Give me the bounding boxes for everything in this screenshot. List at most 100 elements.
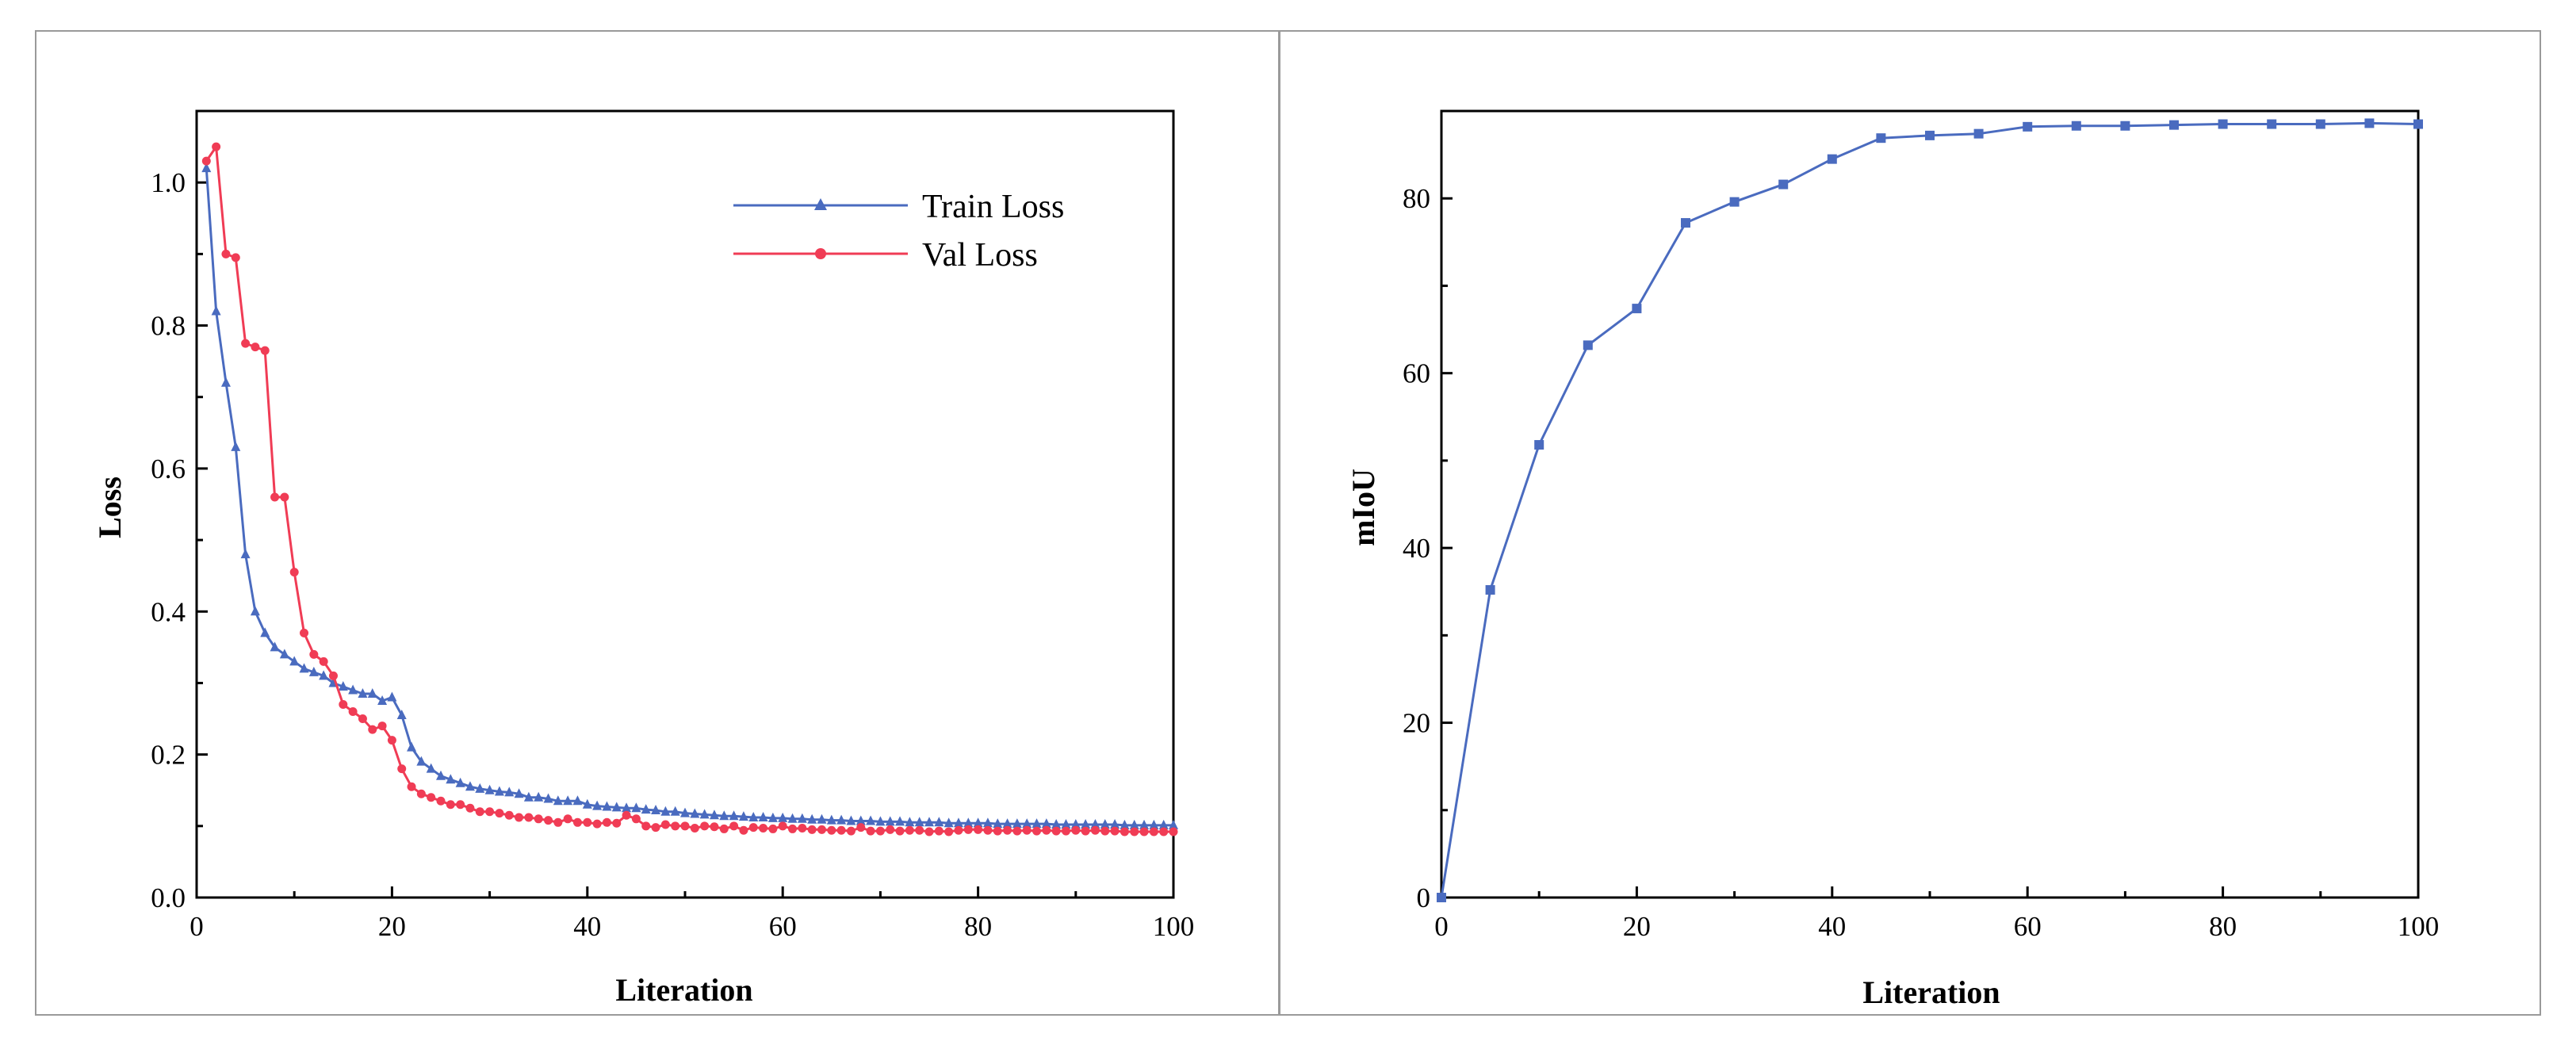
loss-chart-val-loss-point (983, 825, 993, 835)
loss-chart-train-loss-point (905, 817, 915, 827)
loss-chart-train-loss-point (953, 817, 963, 828)
loss-chart-train-loss-point (1090, 819, 1100, 829)
loss-chart-val-loss-point (915, 825, 924, 835)
loss-chart-train-loss-point (651, 804, 661, 814)
loss-chart-train-loss-point (514, 788, 524, 798)
legend-train-loss-marker (814, 198, 827, 210)
loss-chart-train-loss-point (338, 680, 348, 691)
loss-chart-train-loss-point (836, 814, 847, 825)
loss-chart-train-loss-point (387, 691, 397, 702)
loss-chart-ytick-label: 0.0 (151, 882, 186, 913)
loss-chart-train-loss-point (963, 817, 974, 828)
loss-chart-val-loss-point (748, 823, 758, 833)
loss-chart-train-loss-point (504, 787, 515, 797)
miou-chart-miou-point (2315, 119, 2325, 129)
loss-chart-val-loss-point (1051, 826, 1061, 836)
loss-chart-val-loss-point (739, 825, 748, 835)
miou-chart-xlabel: Literation (1862, 974, 2000, 1010)
loss-chart-train-loss-point (622, 802, 632, 813)
loss-chart-val-loss-point (944, 827, 954, 836)
miou-chart-miou-point (1632, 304, 1642, 314)
loss-chart-val-loss-point (1130, 827, 1139, 836)
loss-chart-xlabel: Literation (615, 972, 752, 1008)
loss-chart-val-loss-point (1120, 827, 1129, 836)
loss-chart-train-loss-point (319, 670, 329, 680)
loss-chart-train-loss-point (1002, 818, 1012, 829)
loss-chart-train-loss-point (308, 666, 319, 676)
loss-chart-xtick-label: 60 (769, 911, 797, 942)
loss-chart-train-loss-point (436, 770, 446, 780)
loss-chart-val-loss-point (934, 826, 944, 836)
loss-chart-val-loss-point (924, 827, 934, 836)
loss-chart-train-loss-point (201, 163, 212, 173)
miou-chart: Literation mIoU 0 20 40 60 80 100 0 20 40 60 80 (1345, 109, 2439, 1010)
loss-chart-train-loss-point (407, 741, 417, 752)
loss-chart-val-loss-point (1139, 827, 1149, 836)
loss-chart-train-loss-point (602, 801, 612, 811)
loss-chart-xtick-label: 100 (1153, 911, 1195, 942)
loss-chart-train-loss-point (1129, 819, 1139, 829)
miou-chart-miou-point (1876, 133, 1886, 144)
miou-chart-ytick-label: 80 (1403, 183, 1430, 214)
miou-chart-series-miou-line (1440, 121, 2419, 898)
miou-chart-miou-point (2364, 118, 2375, 128)
loss-chart-val-loss-point (251, 343, 260, 352)
loss-chart-val-loss-point (436, 796, 446, 806)
loss-chart-ytick-label: 0.8 (151, 311, 186, 342)
miou-chart-ytick-label: 0 (1417, 882, 1431, 913)
loss-chart-train-loss-point (690, 808, 700, 818)
loss-chart-train-loss-point (1081, 819, 1091, 829)
loss-chart-series-train-loss-line (205, 167, 1173, 827)
loss-chart-train-loss-point (1149, 819, 1159, 829)
loss-chart-val-loss-point (974, 825, 983, 834)
loss-chart-val-loss-point (875, 826, 885, 836)
miou-chart-miou-point (1583, 340, 1593, 350)
loss-chart-val-loss-point (465, 803, 475, 813)
loss-chart-train-loss-point (348, 684, 358, 695)
loss-chart-legend: Train Loss Val Loss (733, 189, 1064, 274)
loss-chart-val-loss-point (1032, 826, 1042, 836)
loss-chart-val-loss-point (602, 817, 611, 827)
loss-chart-val-loss-point (397, 764, 407, 774)
loss-chart-train-loss-point (914, 817, 924, 827)
loss-chart-val-loss-point (895, 826, 905, 836)
loss-chart-train-loss-point (396, 710, 407, 720)
loss-chart-val-loss-point (300, 628, 309, 637)
loss-chart-train-loss-point (797, 813, 807, 823)
loss-chart-val-loss-point (1090, 825, 1100, 835)
loss-chart-train-loss-point (660, 806, 671, 816)
loss-chart-train-loss-point (993, 818, 1003, 829)
miou-chart-miou-point (1485, 585, 1495, 595)
miou-chart-miou-point (2413, 119, 2423, 129)
miou-chart-miou-point (1729, 197, 1740, 207)
loss-chart-val-loss-point (1012, 826, 1022, 836)
loss-chart-xtick-label: 80 (964, 911, 992, 942)
loss-chart-train-loss-point (1110, 819, 1120, 829)
loss-chart-train-loss-point (279, 649, 289, 659)
loss-chart-val-loss-point (631, 814, 641, 824)
loss-chart-val-loss-point (416, 789, 426, 798)
loss-chart-val-loss-point (427, 793, 436, 802)
loss-chart-val-loss-point (456, 800, 465, 810)
loss-chart-train-loss-point (358, 687, 368, 698)
loss-chart-val-loss-point (1100, 826, 1110, 836)
loss-chart-ytick-label: 0.4 (151, 596, 186, 627)
loss-chart-val-loss-point (515, 813, 524, 822)
loss-chart-val-loss-point (827, 825, 836, 835)
loss-chart-train-loss-point (543, 793, 553, 803)
loss-chart-train-loss-point (416, 756, 427, 766)
loss-chart-train-loss-point (934, 817, 944, 827)
loss-chart-val-loss-point (719, 824, 729, 833)
loss-chart-train-loss-point (1061, 819, 1071, 829)
loss-chart-val-loss-point (544, 816, 553, 825)
loss-chart-train-loss-point (758, 811, 768, 821)
loss-chart-train-loss-point (1032, 818, 1042, 829)
loss-chart-train-loss-point (582, 798, 592, 809)
loss-chart-train-loss-point (572, 795, 583, 806)
legend-train-loss-label: Train Loss (922, 189, 1064, 225)
miou-chart-miou-point (2169, 120, 2179, 130)
loss-chart-train-loss-point (367, 687, 377, 698)
loss-chart-train-loss-point (807, 813, 817, 824)
loss-chart-val-loss-point (348, 707, 358, 717)
